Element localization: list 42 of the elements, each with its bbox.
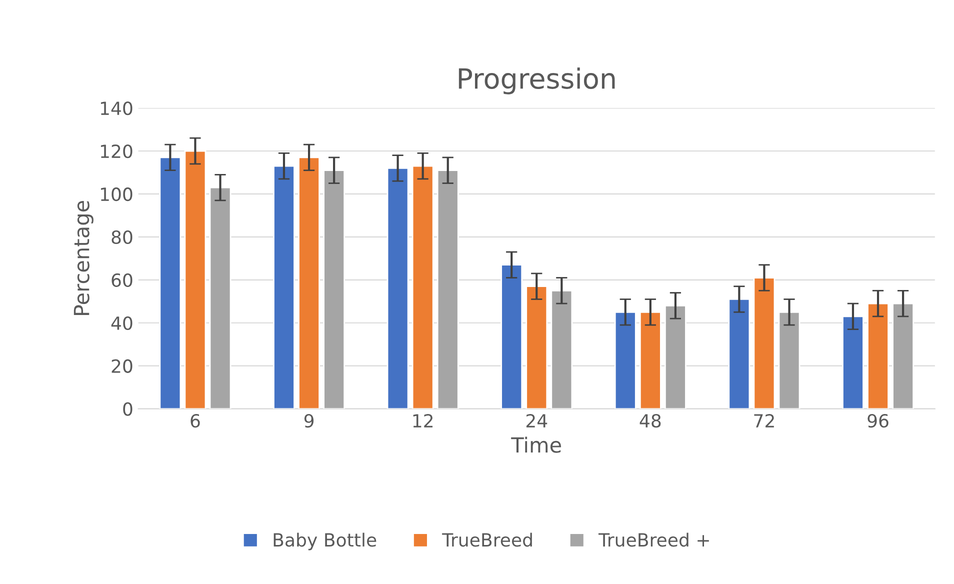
- x-tick-label: 96: [868, 414, 888, 428]
- x-tick-label: 6: [190, 414, 200, 428]
- bar: [323, 170, 346, 409]
- x-axis-title: Time: [511, 436, 562, 453]
- bar: [550, 290, 573, 409]
- bar: [209, 186, 232, 409]
- legend-label: Baby Bottle: [274, 532, 376, 550]
- chart-title: Progression: [458, 67, 615, 94]
- bar: [273, 165, 295, 409]
- y-tick-label: 60: [112, 273, 132, 288]
- bar: [728, 298, 750, 409]
- y-tick-label: 0: [123, 402, 132, 416]
- bar: [412, 165, 434, 409]
- bar: [892, 302, 914, 409]
- bar: [298, 156, 320, 409]
- y-tick-label: 20: [112, 359, 132, 373]
- bar: [436, 170, 459, 409]
- bar: [526, 286, 548, 409]
- x-tick-label: 72: [754, 414, 774, 428]
- bar: [614, 311, 636, 409]
- bar: [184, 150, 206, 409]
- legend-label: TrueBreed +: [598, 532, 709, 547]
- bar: [500, 264, 523, 409]
- x-tick-label: 48: [640, 414, 661, 428]
- bar: [386, 167, 409, 409]
- legend-label: TrueBreed: [442, 532, 532, 547]
- bar: [778, 311, 800, 409]
- x-tick-label: 24: [526, 414, 548, 428]
- bar: [159, 156, 182, 409]
- y-tick-label: 140: [100, 102, 132, 116]
- y-axis-title: Percentage: [74, 200, 94, 315]
- bar: [639, 311, 662, 409]
- y-tick-label: 100: [100, 187, 132, 202]
- bar: [753, 277, 776, 409]
- x-tick-label: 12: [413, 414, 433, 428]
- bar: [664, 304, 686, 409]
- bar: [867, 302, 889, 409]
- y-tick-label: 120: [100, 144, 132, 158]
- y-tick-label: 40: [111, 316, 132, 330]
- bar: [842, 316, 864, 409]
- y-tick-label: 80: [112, 230, 132, 244]
- x-tick-label: 9: [304, 414, 314, 428]
